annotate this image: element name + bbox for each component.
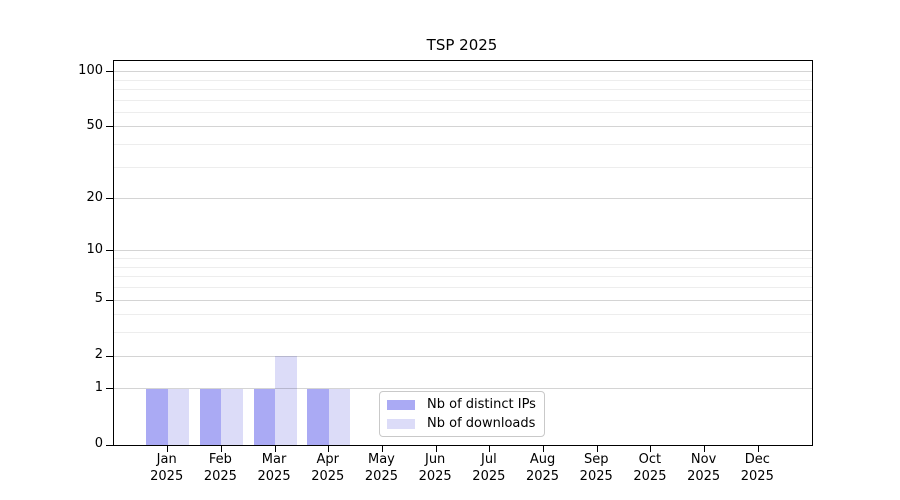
y-tick-mark [106,250,113,252]
y-tick-mark [106,444,113,446]
legend-swatch-downloads [387,418,415,429]
y-axis-tick-label: 5 [94,291,103,307]
y-tick-mark [106,126,113,128]
x-axis-tick-label: Jul 2025 [472,452,506,484]
bar-distinct-ips-apr [307,388,329,445]
bar-distinct-ips-mar [253,388,276,445]
y-tick-mark [106,388,113,390]
x-tick-mark [489,446,491,452]
y-tick-mark [106,299,113,301]
x-tick-mark [543,446,545,452]
legend-item-downloads: Nb of downloads [387,416,537,432]
x-tick-mark [274,446,276,452]
x-tick-mark [596,446,598,452]
legend-label-downloads: Nb of downloads [427,416,536,431]
x-axis-tick-label: Dec 2025 [740,452,774,484]
x-axis-tick-label: Oct 2025 [633,452,667,484]
y-axis-tick-label: 1 [94,379,103,395]
y-axis-tick-label: 10 [86,241,103,257]
major-gridline [114,388,812,390]
x-tick-mark [167,446,169,452]
y-tick-mark [106,198,113,200]
x-axis-tick-label: Sep 2025 [579,452,613,484]
bar-downloads-jan [167,388,190,445]
x-tick-mark [220,446,222,452]
x-axis-tick-label: Nov 2025 [687,452,721,484]
x-tick-mark [435,446,437,452]
x-axis-tick-label: Jan 2025 [150,452,184,484]
bar-distinct-ips-feb [199,388,222,445]
x-axis-tick-label: Aug 2025 [525,452,560,484]
y-tick-mark [106,355,113,357]
x-axis-tick-label: May 2025 [364,452,398,484]
legend-item-distinct-ips: Nb of distinct IPs [387,397,537,413]
minor-gridline [114,332,812,334]
minor-gridline [114,99,812,101]
legend-label-distinct-ips: Nb of distinct IPs [427,397,536,412]
major-gridline [114,198,812,200]
major-gridline [114,299,812,301]
x-axis-tick-label: Apr 2025 [311,452,345,484]
x-tick-mark [381,446,383,452]
x-axis-tick-label: Jun 2025 [418,452,452,484]
bar-downloads-mar [275,356,297,445]
x-axis-tick-label: Mar 2025 [257,452,291,484]
minor-gridline [114,79,812,81]
major-gridline [114,71,812,73]
minor-gridline [114,111,812,113]
bar-downloads-apr [328,388,351,445]
x-tick-mark [757,446,759,452]
x-tick-mark [650,446,652,452]
minor-gridline [114,314,812,316]
minor-gridline [114,258,812,260]
major-gridline [114,355,812,357]
minor-gridline [114,287,812,289]
major-gridline [114,126,812,128]
x-tick-mark [328,446,330,452]
y-tick-mark [106,71,113,73]
x-tick-mark [704,446,706,452]
y-axis-tick-label: 100 [78,62,103,78]
plot-area [106,60,813,452]
minor-gridline [114,166,812,168]
legend-swatch-distinct-ips [387,399,415,410]
chart-title: TSP 2025 [426,36,498,54]
y-axis-tick-label: 0 [94,436,103,451]
minor-gridline [114,266,812,268]
y-axis-tick-label: 2 [94,347,103,363]
bar-distinct-ips-jan [146,388,168,445]
bar-downloads-feb [221,388,243,445]
y-axis-tick-label: 50 [86,117,103,133]
x-axis-tick-label: Feb 2025 [203,452,237,484]
minor-gridline [114,88,812,90]
minor-gridline [114,276,812,278]
minor-gridline [114,144,812,146]
y-axis-tick-label: 20 [86,189,103,205]
major-gridline [114,250,812,252]
legend: Nb of distinct IPs Nb of downloads [379,391,545,437]
